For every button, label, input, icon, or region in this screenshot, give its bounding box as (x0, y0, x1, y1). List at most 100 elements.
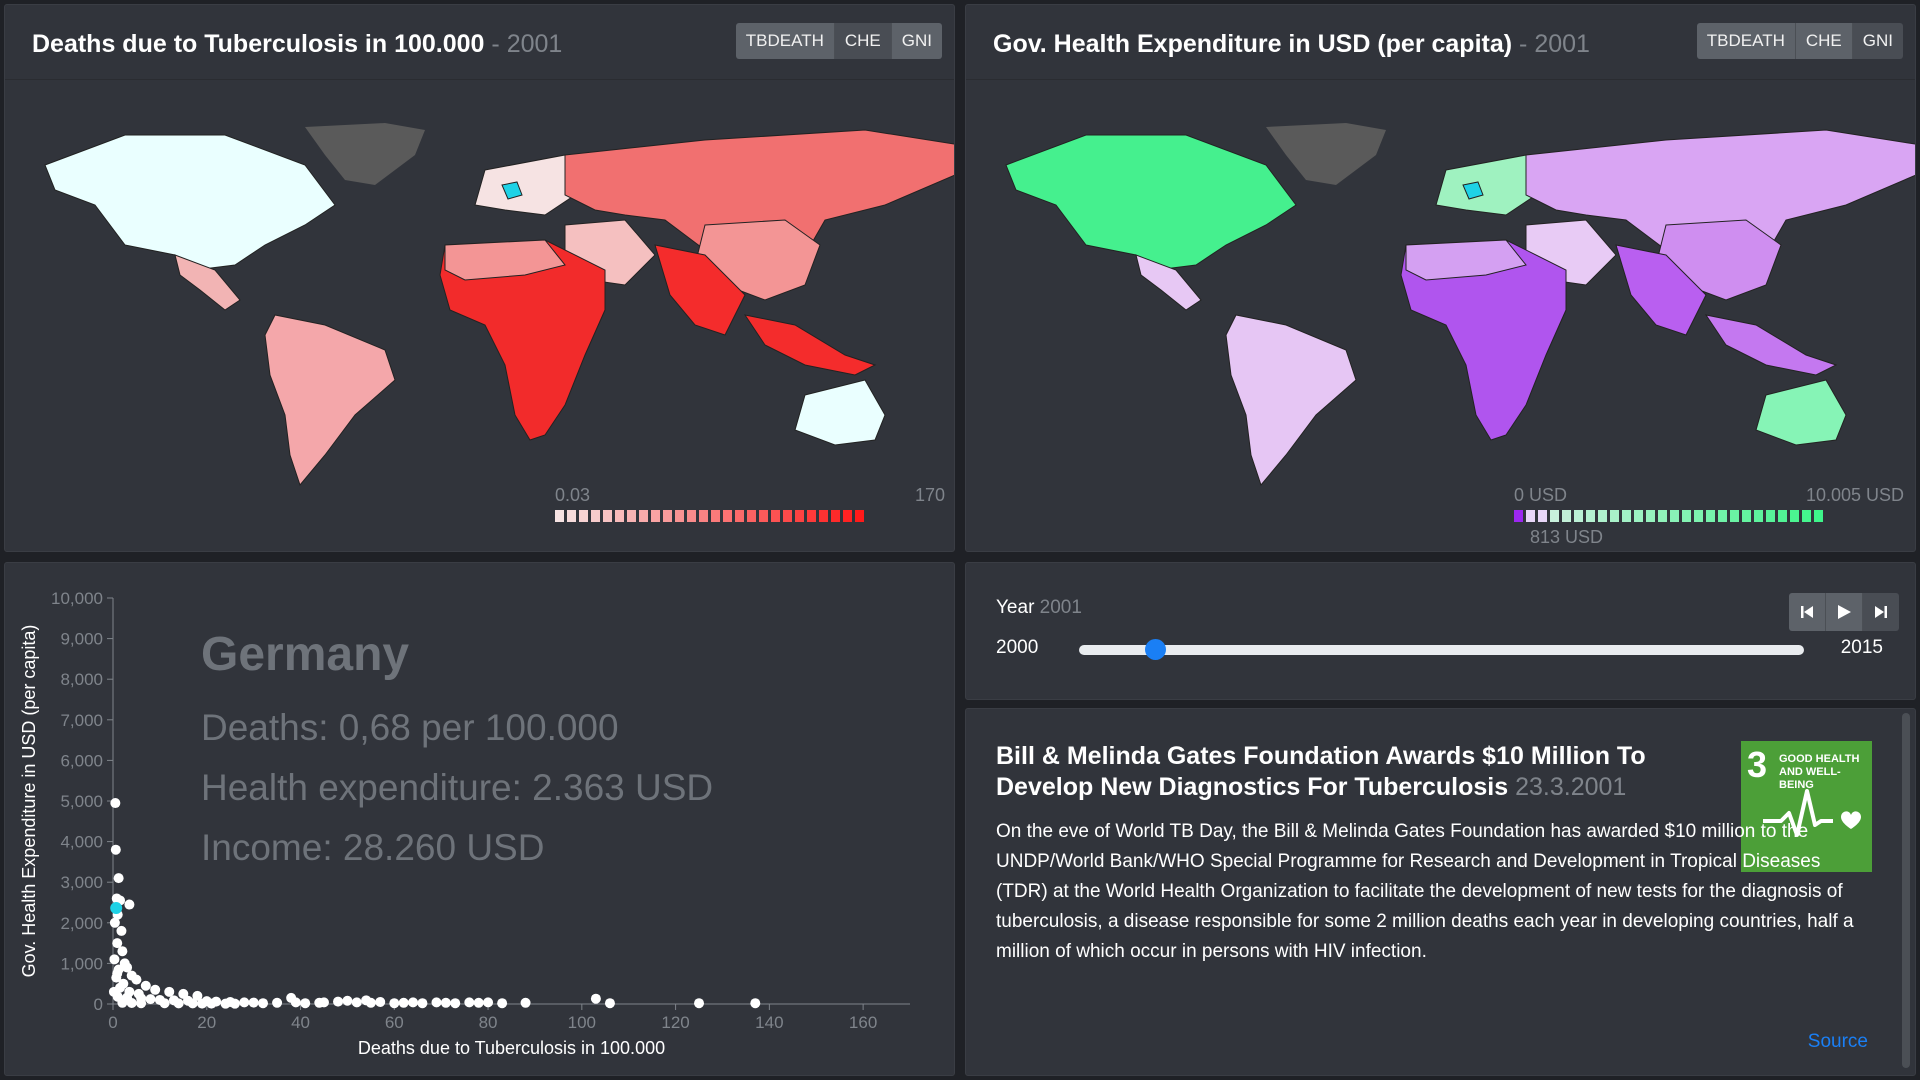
scatter-point[interactable] (290, 997, 301, 1008)
germany-highlight[interactable] (501, 181, 523, 200)
scatter-point[interactable] (450, 998, 461, 1009)
india-sea[interactable] (1615, 244, 1707, 336)
scatter-point[interactable] (248, 997, 259, 1008)
scatter-point[interactable] (398, 997, 409, 1008)
scatter-point[interactable] (239, 997, 250, 1008)
greenland[interactable] (1266, 123, 1386, 185)
scatter-point[interactable] (126, 997, 137, 1008)
scatter-point[interactable] (694, 998, 705, 1009)
gni-button[interactable]: GNI (1852, 23, 1903, 59)
germany-highlight[interactable] (1462, 181, 1484, 200)
australia[interactable] (1755, 379, 1847, 446)
year-slider-thumb[interactable] (1144, 639, 1166, 660)
scatter-point[interactable] (173, 998, 184, 1009)
legend-swatch (1718, 510, 1727, 522)
greenland[interactable] (305, 123, 425, 185)
y-axis-label: Gov. Health Expenditure in USD (per capi… (19, 625, 39, 978)
south-america[interactable] (264, 314, 396, 487)
scatter-point[interactable] (229, 998, 240, 1009)
scatter-point[interactable] (365, 997, 376, 1008)
europe[interactable] (1435, 154, 1537, 216)
news-scrollbar[interactable] (1902, 713, 1910, 1068)
scatter-point[interactable] (431, 997, 442, 1008)
southeast-asia[interactable] (1704, 314, 1838, 376)
scatter-point[interactable] (750, 998, 761, 1009)
scatter-point[interactable] (109, 954, 120, 965)
scatter-point[interactable] (258, 998, 269, 1009)
scatter-point[interactable] (110, 844, 121, 855)
north-america[interactable] (1005, 134, 1297, 271)
tbdeath-button[interactable]: TBDEATH (1696, 23, 1796, 59)
scatter-point[interactable] (272, 997, 283, 1008)
scatter-point[interactable] (159, 998, 170, 1009)
scatter-point[interactable] (117, 946, 128, 957)
scatter-point[interactable] (604, 998, 615, 1009)
scatter-point[interactable] (351, 997, 362, 1008)
scatter-point[interactable] (145, 994, 156, 1005)
australia[interactable] (794, 379, 886, 446)
gni-button[interactable]: GNI (891, 23, 942, 59)
che-button[interactable]: CHE (834, 23, 892, 59)
scatter-point-highlight[interactable] (110, 902, 123, 915)
scatter-point[interactable] (109, 917, 120, 928)
scatter-point[interactable] (473, 997, 484, 1008)
india-sea[interactable] (654, 244, 746, 336)
scatter-point[interactable] (342, 995, 353, 1006)
africa[interactable] (439, 239, 606, 441)
central-america[interactable] (174, 254, 241, 311)
scatter-point[interactable] (150, 984, 161, 995)
scatter-point[interactable] (164, 986, 175, 997)
scatter-point[interactable] (318, 997, 329, 1008)
scatter-point[interactable] (108, 986, 119, 997)
skip-forward-button[interactable] (1863, 593, 1899, 631)
scatter-point[interactable] (131, 974, 142, 985)
scatter-point[interactable] (112, 968, 123, 979)
scatter-point[interactable] (192, 990, 203, 1001)
year-slider-track[interactable] (1079, 645, 1804, 655)
tbdeath-button[interactable]: TBDEATH (735, 23, 835, 59)
news-source-link[interactable]: Source (1807, 1031, 1868, 1052)
scatter-point[interactable] (124, 899, 135, 910)
skip-back-button[interactable] (1789, 593, 1826, 631)
scatter-point[interactable] (220, 998, 231, 1009)
scatter-point[interactable] (116, 925, 127, 936)
scatter-point[interactable] (140, 980, 151, 991)
world-map[interactable] (966, 95, 1916, 495)
north-africa[interactable] (1405, 239, 1527, 281)
scatter-point[interactable] (497, 998, 508, 1009)
scatter-point[interactable] (408, 997, 419, 1008)
scatter-point[interactable] (590, 993, 601, 1004)
scatter-point[interactable] (110, 798, 121, 809)
scatter-point[interactable] (113, 873, 124, 884)
scatter-point[interactable] (333, 996, 344, 1007)
africa[interactable] (1400, 239, 1567, 441)
world-map[interactable] (5, 95, 955, 495)
scatter-point[interactable] (375, 996, 386, 1007)
scatter-point[interactable] (389, 998, 400, 1009)
scatter-point[interactable] (520, 997, 531, 1008)
scatter-point[interactable] (197, 998, 208, 1009)
south-america[interactable] (1225, 314, 1357, 487)
scatter-point[interactable] (124, 986, 135, 997)
news-title[interactable]: Bill & Melinda Gates Foundation Awards $… (996, 741, 1721, 803)
scatter-point[interactable] (483, 997, 494, 1008)
central-america[interactable] (1135, 254, 1202, 311)
scatter-point[interactable] (112, 938, 123, 949)
north-america[interactable] (44, 134, 336, 271)
che-button[interactable]: CHE (1795, 23, 1853, 59)
legend-swatch (579, 510, 588, 522)
scatter-point[interactable] (136, 998, 147, 1009)
scatter-point[interactable] (417, 998, 428, 1009)
scatter-point[interactable] (300, 998, 311, 1009)
europe[interactable] (474, 154, 576, 216)
scatter-point[interactable] (117, 997, 128, 1008)
scatter-point[interactable] (464, 997, 475, 1008)
north-africa[interactable] (444, 239, 566, 281)
play-button[interactable] (1826, 593, 1863, 631)
southeast-asia[interactable] (743, 314, 877, 376)
scatter-point[interactable] (187, 998, 198, 1009)
scatter-point[interactable] (133, 988, 144, 999)
scatter-point[interactable] (206, 998, 217, 1009)
scatter-point[interactable] (122, 962, 133, 973)
scatter-point[interactable] (440, 997, 451, 1008)
